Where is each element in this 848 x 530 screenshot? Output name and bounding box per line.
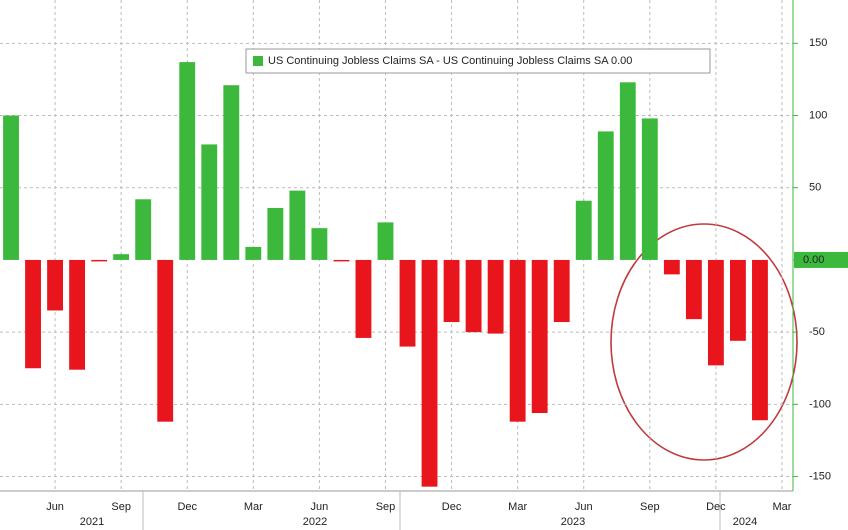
y-tick-label: -150	[809, 470, 831, 482]
bar	[333, 259, 350, 262]
zero-label-box	[794, 251, 848, 268]
x-tick-label: Jun	[311, 501, 329, 513]
bar	[355, 259, 372, 338]
bar	[465, 259, 482, 333]
legend-swatch	[253, 56, 263, 66]
bar	[25, 259, 41, 369]
bar	[69, 259, 86, 370]
bar	[597, 131, 614, 260]
bar	[47, 259, 63, 311]
x-tick-label: Jun	[46, 501, 64, 513]
x-tick-label: Sep	[640, 501, 660, 513]
legend-label: US Continuing Jobless Claims SA - US Con…	[268, 55, 632, 67]
bar	[575, 200, 592, 260]
bar	[730, 259, 746, 341]
bar	[3, 115, 19, 260]
bar	[421, 259, 438, 487]
bar	[289, 190, 306, 260]
bar	[223, 85, 240, 260]
highlight-circle	[610, 223, 798, 461]
y-tick-label: 100	[809, 109, 827, 121]
year-label: 2023	[561, 516, 585, 528]
bar	[179, 62, 196, 260]
year-label: 2024	[733, 516, 757, 528]
year-label: 2021	[80, 516, 104, 528]
x-tick-label: Jun	[575, 501, 593, 513]
bar	[553, 259, 570, 323]
legend-box	[245, 48, 711, 74]
bar	[157, 259, 174, 422]
x-tick-label: Dec	[442, 501, 462, 513]
x-tick-label: Mar	[508, 501, 527, 513]
bar	[311, 228, 328, 260]
bar	[245, 246, 262, 260]
x-tick-label: Mar	[244, 501, 263, 513]
x-tick-label: Mar	[773, 501, 792, 513]
y-tick-label: -100	[809, 398, 831, 410]
bar	[509, 259, 526, 422]
bar	[641, 118, 658, 260]
bar	[663, 259, 680, 275]
bar	[399, 259, 416, 347]
y-tick-label: -50	[809, 326, 825, 338]
bar	[707, 259, 724, 366]
bar	[267, 207, 284, 260]
x-tick-label: Dec	[177, 501, 197, 513]
year-label: 2022	[303, 516, 327, 528]
bar	[487, 259, 504, 334]
bar	[135, 199, 152, 260]
bar	[377, 222, 394, 260]
x-tick-label: Sep	[376, 501, 396, 513]
y-tick-label: 0.00	[803, 254, 824, 266]
bar	[685, 259, 702, 320]
bar	[91, 259, 108, 262]
x-tick-label: Sep	[111, 501, 131, 513]
x-tick-label: Dec	[706, 501, 726, 513]
y-tick-label: 150	[809, 37, 827, 49]
bar	[201, 144, 218, 260]
y-tick-label: 50	[809, 182, 821, 194]
bar	[531, 259, 548, 414]
bar	[443, 259, 460, 323]
bar	[113, 254, 130, 260]
bar	[619, 82, 636, 260]
bar	[752, 259, 768, 421]
